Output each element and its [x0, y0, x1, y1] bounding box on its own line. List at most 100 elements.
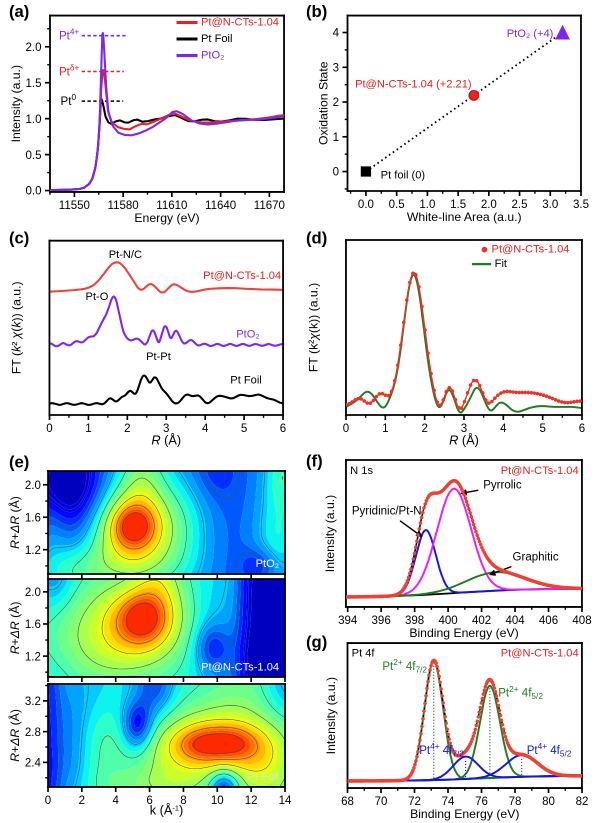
svg-text:Pt: Pt — [527, 745, 539, 757]
svg-text:(Å): (Å) — [164, 432, 181, 447]
svg-text:FT (k: FT (k — [306, 343, 320, 372]
svg-text:(k)) (a.u.): (k)) (a.u.) — [306, 283, 320, 333]
svg-text:k (Å: k (Å — [150, 803, 173, 818]
svg-text:5/2: 5/2 — [560, 748, 572, 758]
svg-text:72: 72 — [408, 796, 421, 808]
svg-text:Pt@N-CTs-1.04: Pt@N-CTs-1.04 — [201, 661, 279, 673]
svg-text:Pt@N-CTs-1.04: Pt@N-CTs-1.04 — [203, 270, 281, 282]
svg-text:White-line Area (a.u.): White-line Area (a.u.) — [407, 210, 522, 224]
svg-text:Energy (eV): Energy (eV) — [134, 211, 199, 225]
svg-text:2.0: 2.0 — [25, 587, 41, 599]
svg-text:1.2: 1.2 — [25, 651, 41, 663]
svg-text:3.0: 3.0 — [542, 199, 558, 211]
svg-text:R: R — [8, 540, 22, 549]
svg-text:6: 6 — [280, 423, 286, 435]
svg-text:2: 2 — [79, 795, 85, 807]
svg-text:396: 396 — [372, 615, 391, 627]
svg-text:1.2: 1.2 — [25, 545, 41, 557]
svg-text:Pt: Pt — [382, 661, 394, 673]
svg-text:(b): (b) — [306, 2, 327, 21]
svg-text:11550: 11550 — [59, 200, 90, 212]
svg-text:4: 4 — [202, 423, 209, 435]
svg-text:2: 2 — [421, 423, 427, 435]
svg-text:Intensity (a.u.): Intensity (a.u.) — [324, 677, 338, 754]
svg-text:Pt-Pt: Pt-Pt — [146, 351, 171, 363]
svg-text:Pt@N-CTs-1.04: Pt@N-CTs-1.04 — [501, 465, 579, 477]
svg-text:82: 82 — [576, 796, 589, 808]
svg-text:0.5: 0.5 — [389, 199, 405, 211]
svg-text:74: 74 — [442, 796, 455, 808]
svg-text:(Å): (Å) — [7, 496, 22, 512]
svg-text:-1: -1 — [172, 803, 179, 812]
svg-text:(f): (f) — [306, 451, 323, 470]
svg-text:(d): (d) — [306, 228, 327, 247]
svg-text:k: k — [9, 321, 23, 328]
svg-text:2.8: 2.8 — [25, 727, 41, 739]
svg-text:PtO₂: PtO₂ — [236, 328, 259, 340]
svg-text:2.0: 2.0 — [481, 199, 497, 211]
svg-text:0.0: 0.0 — [26, 186, 42, 198]
svg-text:(a): (a) — [9, 2, 29, 21]
svg-text:δ+: δ+ — [70, 63, 80, 73]
svg-text:400: 400 — [438, 615, 457, 627]
svg-text:2.4: 2.4 — [25, 758, 42, 770]
svg-text:Binding Energy (eV): Binding Energy (eV) — [409, 626, 518, 640]
svg-text:12: 12 — [245, 795, 258, 807]
svg-text:(e): (e) — [9, 452, 29, 471]
svg-text:6: 6 — [579, 423, 585, 435]
svg-text:N 1s: N 1s — [350, 465, 373, 477]
svg-text:R: R — [8, 753, 22, 762]
svg-text:Oxidation State: Oxidation State — [316, 61, 330, 145]
svg-text:1.6: 1.6 — [25, 512, 41, 524]
svg-text:8: 8 — [180, 795, 186, 807]
svg-text:0: 0 — [333, 167, 339, 179]
svg-text:0: 0 — [343, 423, 349, 435]
svg-text:Pt@N-CTs-1.04: Pt@N-CTs-1.04 — [492, 243, 570, 255]
svg-text:Pt foil (0): Pt foil (0) — [381, 170, 426, 182]
svg-text:(Å): (Å) — [462, 432, 479, 447]
svg-text:11610: 11610 — [156, 200, 187, 212]
svg-text:394: 394 — [338, 615, 358, 627]
svg-text:Pt@N-CTs-1.04: Pt@N-CTs-1.04 — [201, 16, 279, 28]
svg-text:PtO₂: PtO₂ — [201, 49, 224, 61]
svg-text:1.5: 1.5 — [26, 78, 42, 90]
svg-text:R: R — [8, 621, 22, 630]
svg-text:78: 78 — [509, 796, 522, 808]
svg-text:5/2: 5/2 — [531, 691, 543, 701]
svg-text:²: ² — [306, 340, 320, 344]
svg-text:Δ: Δ — [8, 630, 22, 639]
svg-text:4: 4 — [113, 795, 120, 807]
svg-text:1: 1 — [333, 132, 339, 144]
svg-text:2: 2 — [124, 423, 130, 435]
svg-text:4f: 4f — [406, 661, 416, 673]
svg-text:1.0: 1.0 — [26, 114, 42, 126]
svg-text:7/2: 7/2 — [416, 664, 428, 674]
svg-text:R: R — [151, 432, 160, 447]
svg-text:4+: 4+ — [430, 741, 440, 751]
svg-text:4: 4 — [500, 423, 507, 435]
svg-text:2.0: 2.0 — [26, 42, 42, 54]
svg-text:0.5: 0.5 — [26, 150, 42, 162]
svg-text:Pt: Pt — [59, 31, 71, 43]
svg-text:Δ: Δ — [8, 738, 22, 747]
svg-text:6: 6 — [146, 795, 152, 807]
svg-text:R: R — [8, 516, 22, 525]
svg-text:FT (: FT ( — [9, 352, 23, 374]
svg-text:80: 80 — [542, 796, 555, 808]
svg-text:Δ: Δ — [8, 525, 22, 534]
svg-text:5: 5 — [241, 423, 247, 435]
svg-text:402: 402 — [472, 615, 491, 627]
svg-text:3: 3 — [163, 423, 169, 435]
svg-text:Pt-O: Pt-O — [86, 291, 109, 303]
svg-text:11670: 11670 — [254, 200, 285, 212]
svg-text:1: 1 — [382, 423, 388, 435]
svg-text:76: 76 — [475, 796, 488, 808]
svg-text:0: 0 — [71, 92, 76, 102]
svg-text:398: 398 — [405, 615, 424, 627]
svg-text:R: R — [8, 645, 22, 654]
svg-text:(Å): (Å) — [7, 602, 22, 618]
svg-text:): ) — [179, 803, 183, 818]
svg-text:)) (a.u.): )) (a.u.) — [9, 281, 23, 321]
svg-text:PtO₂ (+4): PtO₂ (+4) — [507, 28, 554, 40]
svg-text:Pyrrolic: Pyrrolic — [483, 480, 522, 492]
